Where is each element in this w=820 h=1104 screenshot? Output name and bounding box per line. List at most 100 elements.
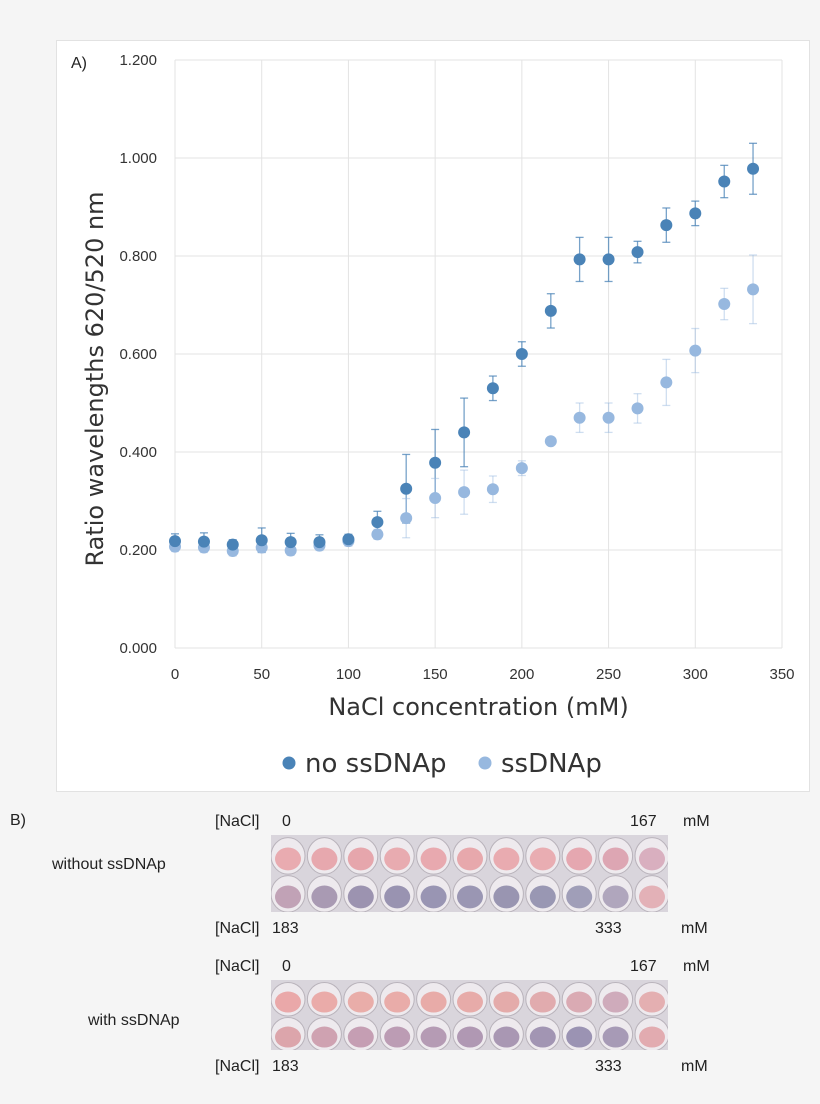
well-liquid <box>566 885 593 909</box>
data-point <box>313 536 326 549</box>
well-liquid <box>602 991 629 1013</box>
data-point <box>255 534 268 547</box>
well-liquid <box>347 885 374 909</box>
well-liquid <box>639 885 665 909</box>
well-liquid <box>384 885 411 909</box>
data-point <box>660 219 673 232</box>
y-tick-label: 0.800 <box>119 248 157 265</box>
well-liquid <box>566 991 593 1013</box>
panel-a-label: A) <box>71 55 87 72</box>
well-liquid <box>420 885 447 909</box>
data-point <box>342 533 355 546</box>
conc-start: 0 <box>282 813 291 830</box>
well-liquid <box>347 847 374 871</box>
well-liquid <box>420 847 447 871</box>
conc-unit: mM <box>683 813 710 830</box>
well-liquid <box>347 1026 374 1048</box>
y-tick-label: 1.000 <box>119 150 157 167</box>
conc-start: 183 <box>272 920 299 937</box>
x-tick-label: 350 <box>769 666 794 683</box>
data-point <box>573 253 586 266</box>
data-point <box>602 253 615 266</box>
x-tick-label: 0 <box>171 666 179 683</box>
well-liquid <box>384 991 411 1013</box>
conc-end: 167 <box>630 813 657 830</box>
well-liquid <box>493 847 520 871</box>
conc-unit: mM <box>683 958 710 975</box>
data-point <box>284 536 297 549</box>
well-liquid <box>311 847 338 871</box>
data-point <box>458 486 471 499</box>
well-liquid <box>566 1026 593 1048</box>
data-point <box>169 535 181 548</box>
well-liquid <box>493 1026 520 1048</box>
well-liquid <box>311 1026 338 1048</box>
well-liquid <box>347 991 374 1013</box>
well-liquid <box>493 885 520 909</box>
well-liquid <box>602 847 629 871</box>
data-point <box>689 344 702 357</box>
well-liquid <box>275 847 301 871</box>
legend-marker <box>282 756 296 770</box>
y-tick-label: 1.200 <box>119 52 157 69</box>
well-plate-photo-without-ssdnap <box>271 835 668 912</box>
well-liquid <box>529 991 556 1013</box>
data-point <box>197 535 210 548</box>
x-tick-label: 250 <box>596 666 621 683</box>
data-point <box>400 482 413 495</box>
scatter-chart: 0.000 0.200 0.400 0.600 0.800 1.000 1.200 0 50 10… <box>81 52 795 779</box>
data-point <box>371 528 384 541</box>
well-plate-photo-with-ssdnap <box>271 980 668 1050</box>
well-liquid <box>384 1026 411 1048</box>
data-point <box>602 411 615 424</box>
data-point <box>747 162 760 175</box>
conc-start: 0 <box>282 958 291 975</box>
data-point <box>429 492 442 505</box>
well-liquid <box>457 991 483 1013</box>
conc-unit: mM <box>681 920 708 937</box>
x-tick-label: 200 <box>509 666 534 683</box>
y-tick-label: 0.200 <box>119 542 157 559</box>
well-liquid <box>457 1026 483 1048</box>
well-liquid <box>311 885 338 909</box>
data-point <box>486 483 499 496</box>
data-point <box>573 411 586 424</box>
nacl-prefix: [NaCl] <box>215 1058 260 1075</box>
well-liquid <box>602 885 629 909</box>
nacl-prefix: [NaCl] <box>215 958 260 975</box>
y-tick-label: 0.600 <box>119 346 157 363</box>
x-tick-label: 150 <box>423 666 448 683</box>
well-liquid <box>639 1026 665 1048</box>
data-point <box>631 246 644 259</box>
legend-label: ssDNAp <box>501 749 602 779</box>
data-point <box>747 283 760 296</box>
data-point <box>515 348 528 360</box>
data-point <box>718 175 731 188</box>
nacl-prefix: [NaCl] <box>215 920 260 937</box>
well-liquid <box>457 885 483 909</box>
data-point <box>284 544 297 557</box>
well-liquid <box>311 991 338 1013</box>
data-point <box>544 304 557 317</box>
well-liquid <box>493 991 520 1013</box>
panel-b-label: B) <box>10 812 26 829</box>
data-point <box>400 512 413 525</box>
data-point <box>429 456 442 469</box>
y-axis-label: Ratio wavelengths 620/520 nm <box>81 191 109 566</box>
data-point <box>226 538 239 551</box>
data-point <box>544 435 557 448</box>
row-label-without: without ssDNAp <box>52 856 166 873</box>
well-liquid <box>275 885 301 909</box>
y-tick-label: 0.400 <box>119 444 157 461</box>
x-tick-label: 50 <box>253 666 270 683</box>
well-liquid <box>420 1026 447 1048</box>
well-liquid <box>529 885 556 909</box>
conc-start: 183 <box>272 1058 299 1075</box>
x-tick-label: 300 <box>683 666 708 683</box>
legend-label: no ssDNAp <box>305 749 447 779</box>
conc-unit: mM <box>681 1058 708 1075</box>
row-label-with: with ssDNAp <box>88 1012 180 1029</box>
legend-marker <box>478 756 492 770</box>
data-point <box>371 516 384 529</box>
conc-end: 167 <box>630 958 657 975</box>
